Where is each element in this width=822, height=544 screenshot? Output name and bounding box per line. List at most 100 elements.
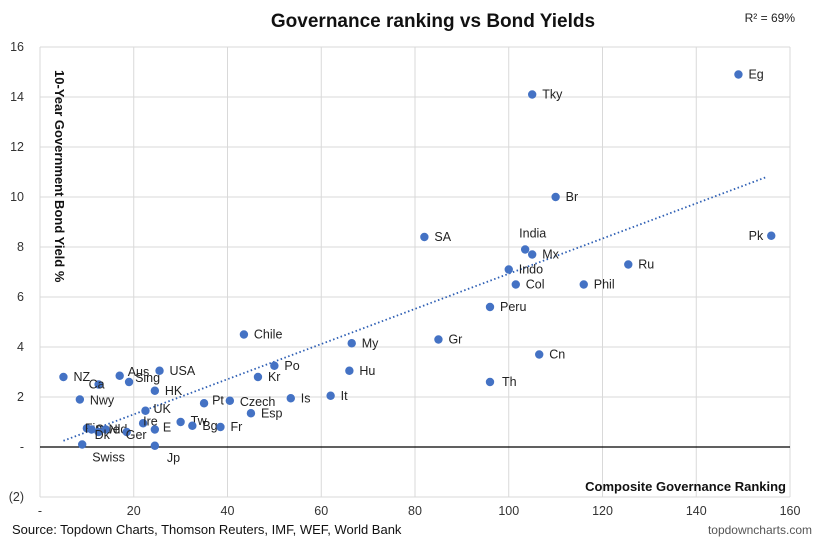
trendline <box>63 176 767 442</box>
data-point <box>734 70 743 79</box>
data-point <box>138 419 148 428</box>
data-point <box>434 335 443 344</box>
data-point <box>579 280 588 289</box>
data-point <box>216 422 225 432</box>
x-tick-label: 140 <box>686 504 707 518</box>
data-point <box>624 260 633 269</box>
data-point <box>767 231 776 240</box>
data-point <box>59 372 68 382</box>
data-point <box>75 395 85 404</box>
x-tick-label: 20 <box>127 504 141 518</box>
data-point <box>188 421 197 430</box>
gridlines <box>39 46 791 498</box>
x-tick-label: 160 <box>780 504 801 518</box>
data-point <box>94 427 103 437</box>
point-label: Indo <box>519 263 543 277</box>
point-label: Mx <box>542 248 559 262</box>
data-point <box>527 90 537 99</box>
point-label: Nwy <box>90 394 115 408</box>
data-point <box>485 377 495 387</box>
data-point <box>141 406 150 415</box>
data-point <box>326 391 335 400</box>
data-point <box>87 425 96 434</box>
data-point <box>94 380 103 389</box>
point-label: Tky <box>542 88 563 102</box>
point-label: Hu <box>359 364 375 378</box>
point-label: India <box>519 227 546 241</box>
y-tick-label: 10 <box>10 190 24 204</box>
data-point <box>155 366 164 375</box>
point-label: Ger <box>126 428 147 442</box>
x-tick-label: 100 <box>498 504 519 518</box>
data-point <box>115 371 124 380</box>
point-label: HK <box>165 384 183 398</box>
point-label: USA <box>170 364 196 378</box>
data-point <box>150 441 160 450</box>
y-tick-label: 4 <box>17 340 24 354</box>
data-point <box>199 399 209 408</box>
source-note: Source: Topdown Charts, Thomson Reuters,… <box>12 522 402 537</box>
point-label: Ru <box>638 258 654 272</box>
point-label: Is <box>301 391 311 405</box>
data-point <box>122 427 131 437</box>
x-tick-label: 120 <box>592 504 613 518</box>
data-point <box>527 250 537 259</box>
point-label: E <box>163 421 171 435</box>
point-label: Esp <box>261 406 283 420</box>
point-label: Eg <box>748 68 763 82</box>
data-point <box>124 377 134 387</box>
point-label: Chile <box>254 328 283 342</box>
data-point <box>239 330 249 339</box>
point-label: Col <box>526 278 545 292</box>
x-axis-ticks: - 20 40 60 80 100 120 140 160 <box>38 504 801 518</box>
point-label: Ire <box>143 414 158 428</box>
point-label: Peru <box>500 300 526 314</box>
point-label: Jp <box>167 451 180 465</box>
y-tick-label: 2 <box>17 390 24 404</box>
y-axis-ticks: (2) - 2 4 6 8 10 12 14 16 <box>9 40 24 504</box>
data-point <box>176 417 185 427</box>
data-point <box>345 366 354 375</box>
point-label: Czech <box>240 395 275 409</box>
point-label: Sing <box>135 371 160 385</box>
data-point <box>286 394 295 403</box>
y-axis-label: 10-Year Government Bond Yield % <box>52 70 67 283</box>
x-tick-label: 80 <box>408 504 422 518</box>
y-tick-label: (2) <box>9 490 24 504</box>
data-point <box>101 425 110 434</box>
y-tick-label: - <box>20 440 24 454</box>
point-label: Ca <box>89 378 105 392</box>
point-label: It <box>341 389 348 403</box>
site-credit: topdowncharts.com <box>708 523 812 537</box>
point-label: Gr <box>448 333 462 347</box>
point-label: Br <box>566 190 579 204</box>
data-point <box>520 245 530 254</box>
point-label: Th <box>502 375 517 389</box>
chart-title: Governance ranking vs Bond Yields <box>271 11 595 32</box>
y-tick-label: 14 <box>10 90 24 104</box>
data-point <box>77 440 87 449</box>
data-point <box>150 425 160 434</box>
data-point <box>551 192 560 202</box>
data-point <box>347 339 356 348</box>
point-label: Kr <box>268 370 281 384</box>
point-label: Dk <box>95 428 111 442</box>
data-point <box>504 265 513 274</box>
data-point <box>511 280 520 289</box>
data-point <box>150 386 160 395</box>
point-label: SA <box>434 230 451 244</box>
data-point <box>225 396 235 405</box>
point-label: Fr <box>230 420 242 434</box>
x-tick-label: 60 <box>314 504 328 518</box>
data-point <box>535 350 544 359</box>
point-label: Po <box>284 359 299 373</box>
point-label: Pk <box>749 229 764 243</box>
y-tick-label: 12 <box>10 140 24 154</box>
point-label: NZ <box>73 370 90 384</box>
x-tick-label: 40 <box>221 504 235 518</box>
data-point <box>246 409 256 418</box>
point-label: Aus <box>128 365 150 379</box>
r-squared-annotation: R² = 69% <box>745 11 796 25</box>
data-point <box>485 302 495 312</box>
